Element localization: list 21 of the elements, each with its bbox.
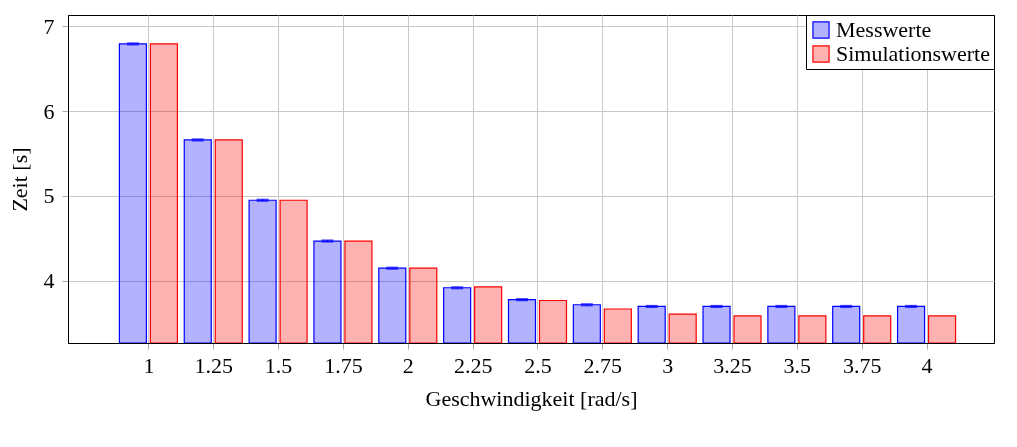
- legend-label: Simulationswerte: [836, 41, 990, 66]
- x-tick-label: 2.5: [524, 352, 552, 378]
- x-tick-label: 2.25: [453, 352, 493, 378]
- x-tick-label: 1.25: [194, 352, 233, 378]
- x-axis-title: Geschwindigkeit [rad/s]: [425, 385, 638, 411]
- x-tick-label: 3.5: [783, 352, 812, 378]
- y-tick-label: 7: [43, 13, 55, 39]
- x-tick-label: 1: [143, 352, 155, 378]
- x-tick-label: 3.25: [713, 352, 752, 378]
- legend-label: Messwerte: [836, 17, 932, 42]
- y-tick-label: 6: [43, 98, 55, 124]
- x-tick-label: 2: [402, 352, 414, 378]
- x-tick-label: 1.5: [264, 352, 293, 378]
- y-tick-label: 4: [43, 268, 55, 294]
- x-tick-label: 3: [662, 352, 674, 378]
- x-tick-label: 1.75: [324, 352, 363, 378]
- x-tick-label: 4: [921, 352, 933, 378]
- x-tick-label: 2.75: [583, 352, 623, 378]
- x-tick-label: 3.75: [842, 352, 882, 378]
- y-tick-label: 5: [43, 183, 55, 209]
- y-axis-title: Zeit [s]: [6, 147, 32, 212]
